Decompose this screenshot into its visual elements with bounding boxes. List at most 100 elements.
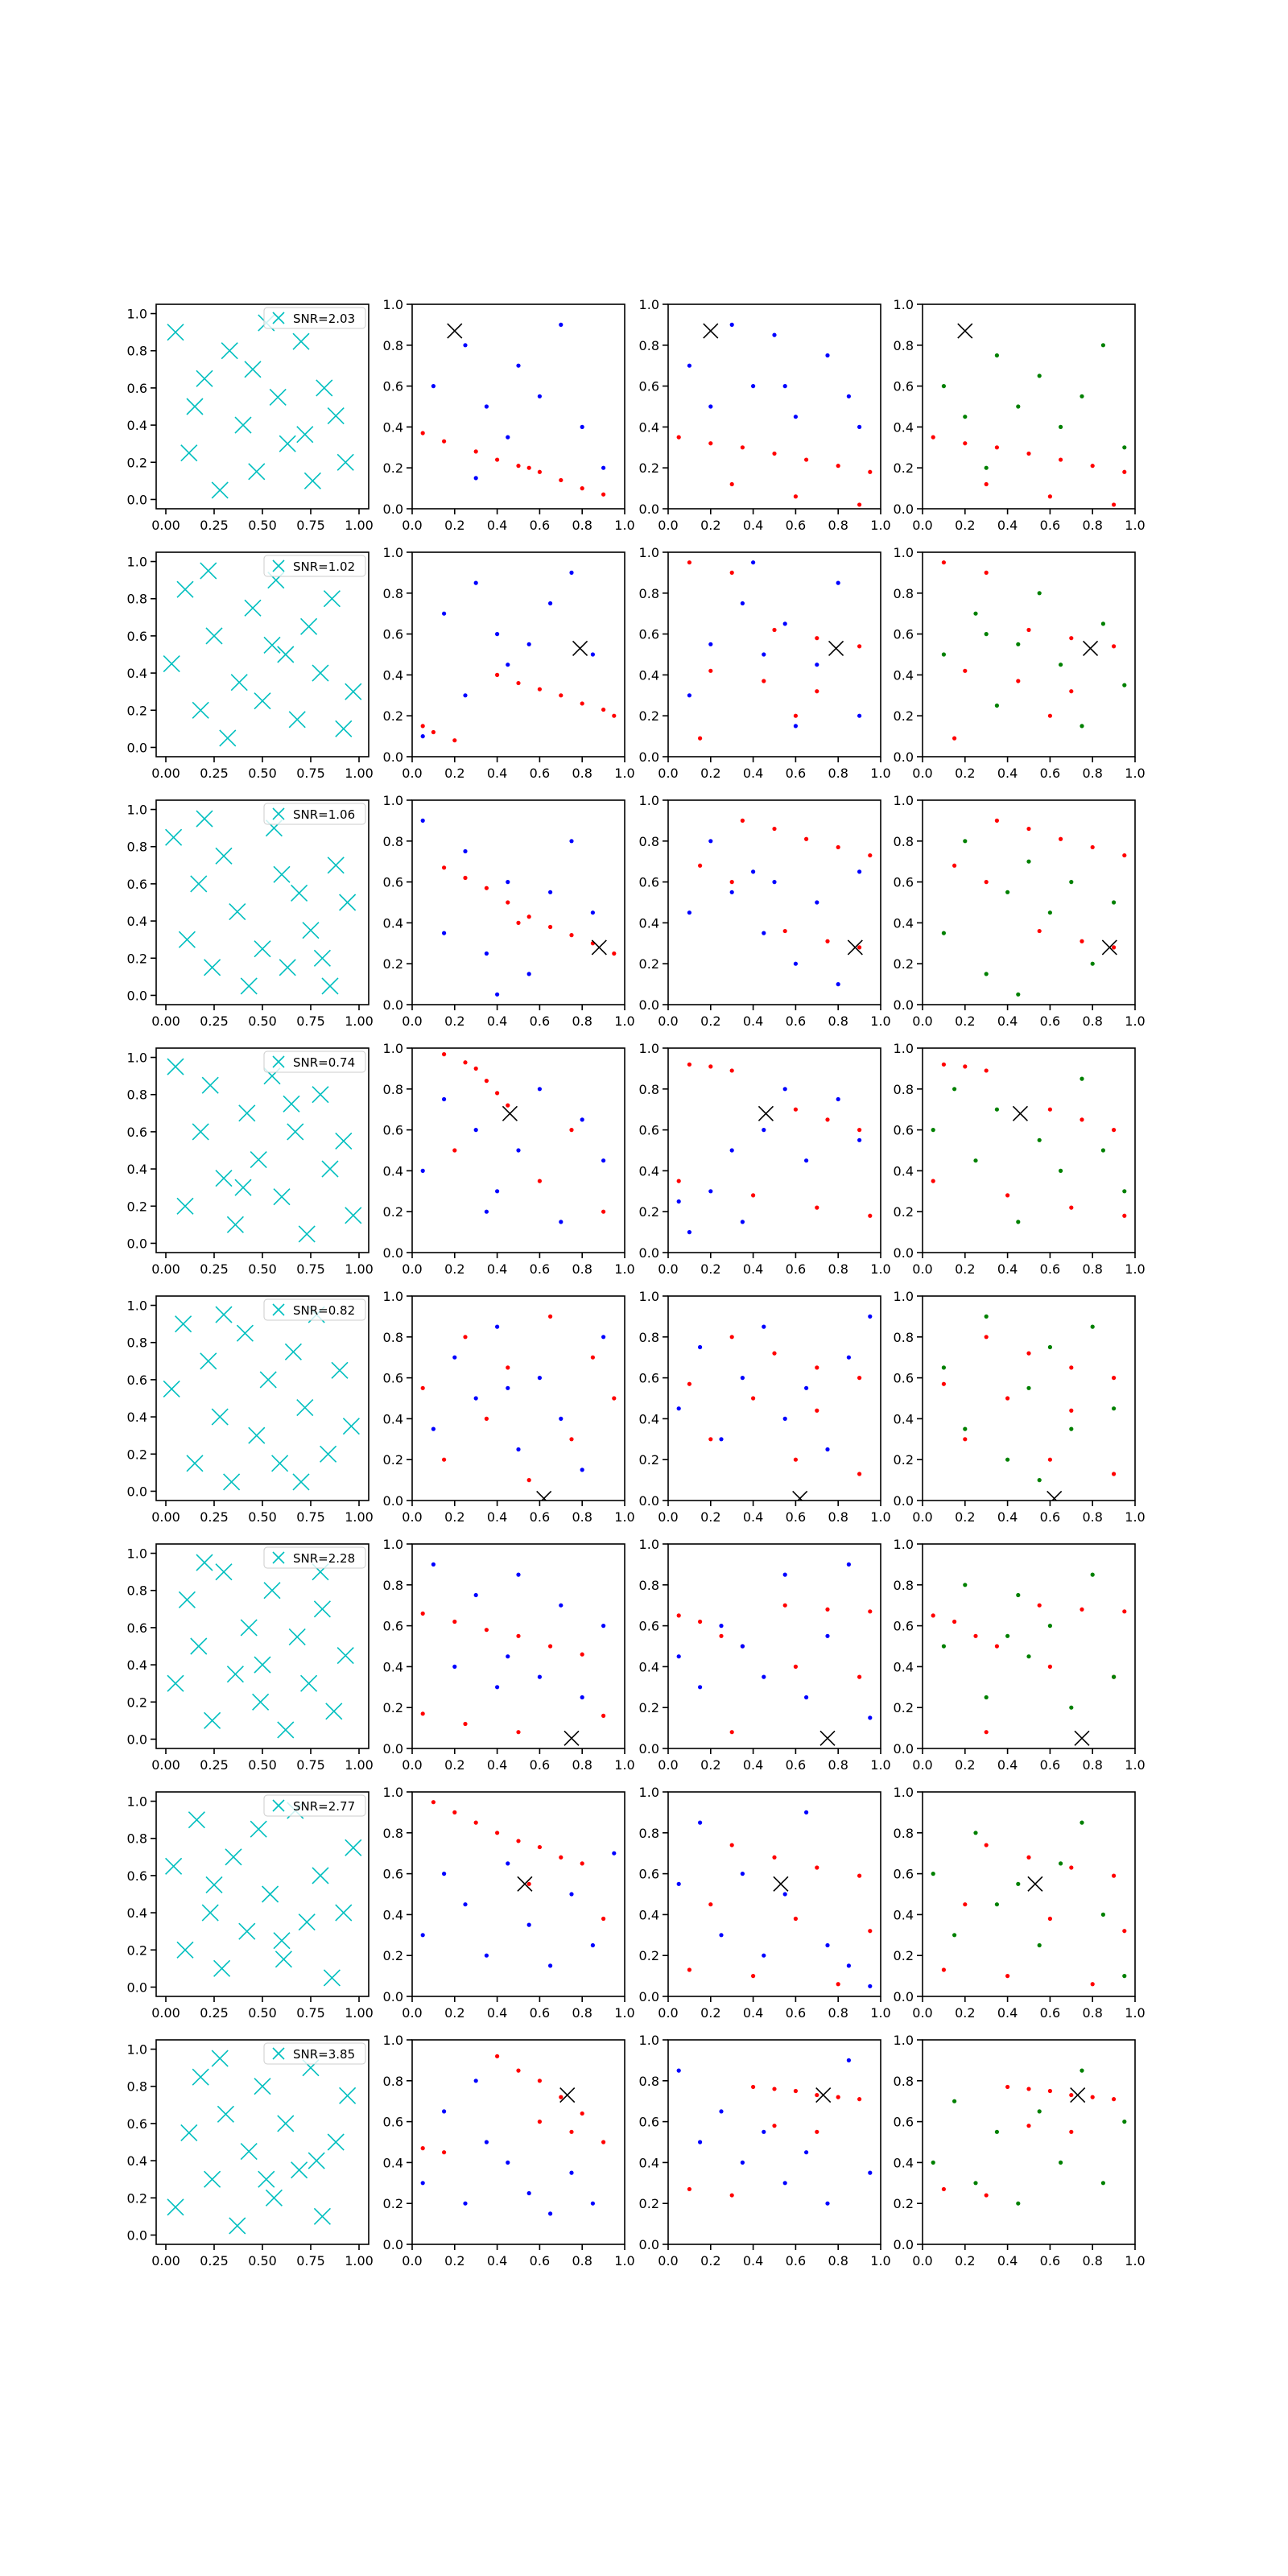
point	[431, 1800, 436, 1805]
x-tick-label: 0.2	[955, 2253, 975, 2268]
x-tick-label: 0.6	[786, 1509, 806, 1525]
point	[1069, 1205, 1074, 1210]
y-tick-label: 0.6	[894, 1619, 914, 1634]
point	[1090, 844, 1095, 850]
point	[687, 1062, 692, 1067]
target-marker	[1012, 1105, 1029, 1121]
point	[719, 1624, 724, 1629]
point	[931, 435, 935, 440]
point	[782, 1416, 787, 1421]
point	[1069, 689, 1074, 694]
x-tick-label: 0.2	[955, 1757, 975, 1773]
point	[537, 1844, 543, 1850]
x-tick-label: 0.50	[248, 2253, 277, 2268]
frame	[411, 1791, 625, 1997]
point	[292, 1473, 310, 1491]
y-tick-label: 1.0	[894, 1785, 914, 1800]
point	[836, 464, 840, 469]
x-tick-label: 0.00	[151, 766, 180, 781]
target-marker	[517, 1876, 533, 1892]
point	[463, 343, 468, 348]
point	[708, 1902, 713, 1907]
point	[729, 1148, 734, 1153]
point	[431, 1426, 436, 1431]
y-tick-label: 0.0	[639, 997, 659, 1013]
point	[1090, 1982, 1095, 1987]
point	[336, 1646, 354, 1665]
point	[221, 342, 238, 360]
point	[612, 1851, 617, 1856]
panel: 0.0 0.2 0.4 0.6 0.8 1.0 0.0 0.2 0.4 0.6 0.8 1.0	[639, 2033, 891, 2268]
x-tick-label: 1.0	[870, 2005, 890, 2021]
point	[420, 1385, 425, 1390]
point	[495, 1324, 500, 1329]
point	[300, 617, 318, 635]
y-tick-label: 0.2	[894, 1700, 914, 1715]
point	[601, 707, 606, 712]
point	[283, 1095, 300, 1113]
x-tick-label: 0.6	[530, 1261, 550, 1277]
y-tick-label: 0.8	[894, 586, 914, 601]
point	[495, 457, 500, 462]
x-tick-label: 0.75	[296, 2253, 325, 2268]
x-tick-label: 0.8	[828, 1757, 848, 1773]
x-tick-label: 0.2	[700, 1757, 720, 1773]
point	[857, 424, 862, 430]
y-tick-label: 0.8	[127, 344, 147, 359]
y-tick-label: 0.4	[383, 1659, 403, 1674]
x-tick-label: 0.6	[530, 2253, 550, 2268]
point	[259, 1371, 277, 1389]
point	[1037, 374, 1042, 378]
points	[676, 1314, 873, 1501]
panel: 0.0 0.2 0.4 0.6 0.8 1.0 0.0 0.2 0.4 0.6 0.8 1.0	[894, 297, 1146, 533]
y-tick-label: 0.0	[127, 988, 147, 1003]
point	[846, 1963, 851, 1968]
point	[590, 2201, 596, 2206]
x-tick-label: 1.0	[614, 2005, 634, 2021]
point	[984, 1314, 989, 1319]
y-tick-label: 0.8	[383, 1578, 403, 1593]
point	[252, 1693, 270, 1711]
point	[420, 1611, 425, 1616]
point	[793, 1664, 799, 1669]
x-tick-label: 0.2	[444, 1509, 464, 1525]
point	[994, 1107, 999, 1112]
point	[1005, 1633, 1010, 1638]
point	[751, 2084, 756, 2090]
point	[963, 1583, 968, 1587]
x-tick-label: 0.8	[1082, 2005, 1102, 2021]
x-tick-label: 0.4	[743, 2005, 763, 2021]
x-tick-label: 0.25	[200, 1013, 229, 1029]
point	[1047, 494, 1052, 499]
point	[580, 1117, 584, 1122]
point	[984, 481, 989, 487]
x-tick-label: 1.00	[345, 518, 374, 533]
point	[291, 884, 308, 902]
point	[1069, 1365, 1074, 1370]
point	[204, 959, 221, 976]
y-tick-label: 0.8	[639, 1826, 659, 1841]
point	[762, 652, 766, 657]
point	[836, 982, 840, 987]
target-marker	[819, 1730, 836, 1746]
x-tick-label: 0.0	[912, 2253, 932, 2268]
y-tick-label: 0.6	[894, 1867, 914, 1882]
point	[238, 1922, 256, 1940]
x-tick-label: 0.4	[997, 1261, 1018, 1277]
x-tick-label: 0.6	[1040, 518, 1060, 533]
point	[226, 1216, 244, 1233]
x-tick-label: 0.4	[997, 1509, 1018, 1525]
y-tick-label: 0.6	[639, 1371, 659, 1386]
point	[836, 1982, 840, 1987]
x-tick-label: 0.8	[572, 1757, 592, 1773]
point	[250, 1820, 267, 1838]
point	[420, 1711, 425, 1716]
point	[526, 1881, 531, 1886]
point	[952, 2099, 957, 2103]
point	[740, 1872, 745, 1876]
x-tick-label: 0.4	[997, 2253, 1018, 2268]
x-tick-label: 1.0	[1125, 2253, 1145, 2268]
point	[420, 724, 425, 729]
x-tick-label: 0.8	[572, 518, 592, 533]
point	[342, 1418, 360, 1435]
